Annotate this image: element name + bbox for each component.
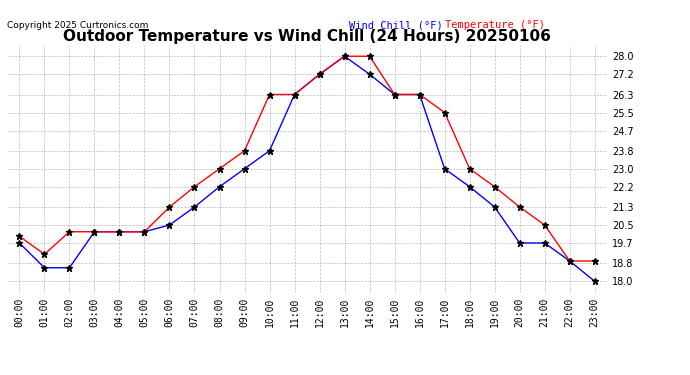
Title: Outdoor Temperature vs Wind Chill (24 Hours) 20250106: Outdoor Temperature vs Wind Chill (24 Ho… [63, 29, 551, 44]
Text: Copyright 2025 Curtronics.com: Copyright 2025 Curtronics.com [7, 21, 148, 30]
Text: Temperature (°F): Temperature (°F) [445, 20, 545, 30]
Text: Wind Chill (°F): Wind Chill (°F) [349, 20, 443, 30]
